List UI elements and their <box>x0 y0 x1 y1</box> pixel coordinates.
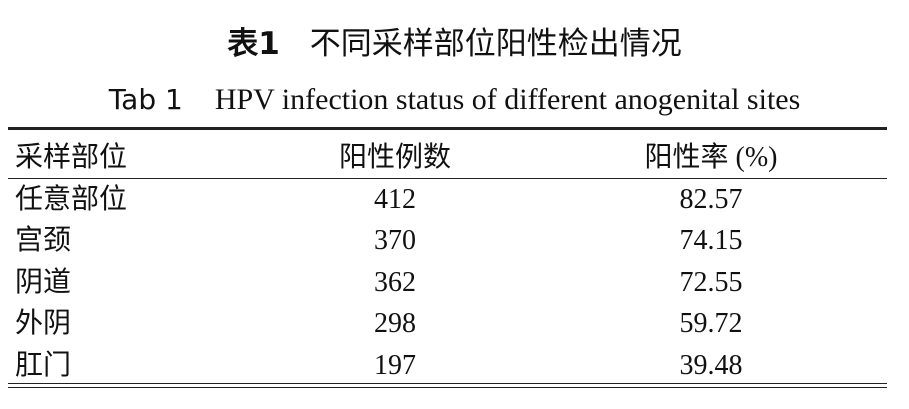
header-row: 采样部位 阳性例数 阳性率 (%) <box>8 137 887 179</box>
table-cell: 370 <box>374 225 416 256</box>
table-row: 阴道 362 72.55 <box>8 262 887 304</box>
table-cell: 197 <box>374 349 416 381</box>
caption-en: Tab 1 HPV infection status of different a… <box>0 80 909 120</box>
caption-label: 表1 <box>227 26 280 62</box>
bottom-rule <box>8 383 887 385</box>
caption-cn: 表1 不同采样部位阳性检出情况 <box>0 24 909 64</box>
table-cell: 82.57 <box>679 183 743 215</box>
table-cell: 74.15 <box>679 225 743 256</box>
caption-title: 不同采样部位阳性检出情况 <box>309 26 682 61</box>
table-cell: 39.48 <box>679 349 743 381</box>
data-table: 采样部位 阳性例数 阳性率 (%) 任意部位 412 82.57 宫颈 370 74.15 阴道… <box>8 137 887 386</box>
table-cell: 阴道 <box>15 266 72 298</box>
caption-title: HPV infection status of different anogen… <box>214 83 801 116</box>
header-cell: 阳性例数 <box>338 142 451 173</box>
table-cell: 298 <box>374 308 416 339</box>
table-cell: 外阴 <box>15 308 72 339</box>
header-cell: 阳性率 (%) <box>644 142 778 173</box>
table-cell: 任意部位 <box>15 183 128 215</box>
header-cell: 采样部位 <box>15 142 128 173</box>
table-cell: 412 <box>374 183 416 215</box>
table-cell: 宫颈 <box>15 225 72 256</box>
bottom-rule <box>8 387 887 389</box>
header-rule <box>8 178 887 179</box>
table-row: 肛门 197 39.48 <box>8 345 887 387</box>
table-row: 任意部位 412 82.57 <box>8 179 887 221</box>
table-cell: 59.72 <box>679 308 743 339</box>
table-body: 任意部位 412 82.57 宫颈 370 74.15 阴道 362 72.55 外阴 298 59.… <box>8 179 887 387</box>
caption-label: Tab 1 <box>108 83 183 116</box>
top-rule <box>8 127 887 130</box>
table-cell: 72.55 <box>679 266 743 298</box>
table-cell: 肛门 <box>15 349 72 381</box>
table-row: 外阴 298 59.72 <box>8 303 887 345</box>
table-row: 宫颈 370 74.15 <box>8 220 887 262</box>
table-cell: 362 <box>374 266 416 298</box>
